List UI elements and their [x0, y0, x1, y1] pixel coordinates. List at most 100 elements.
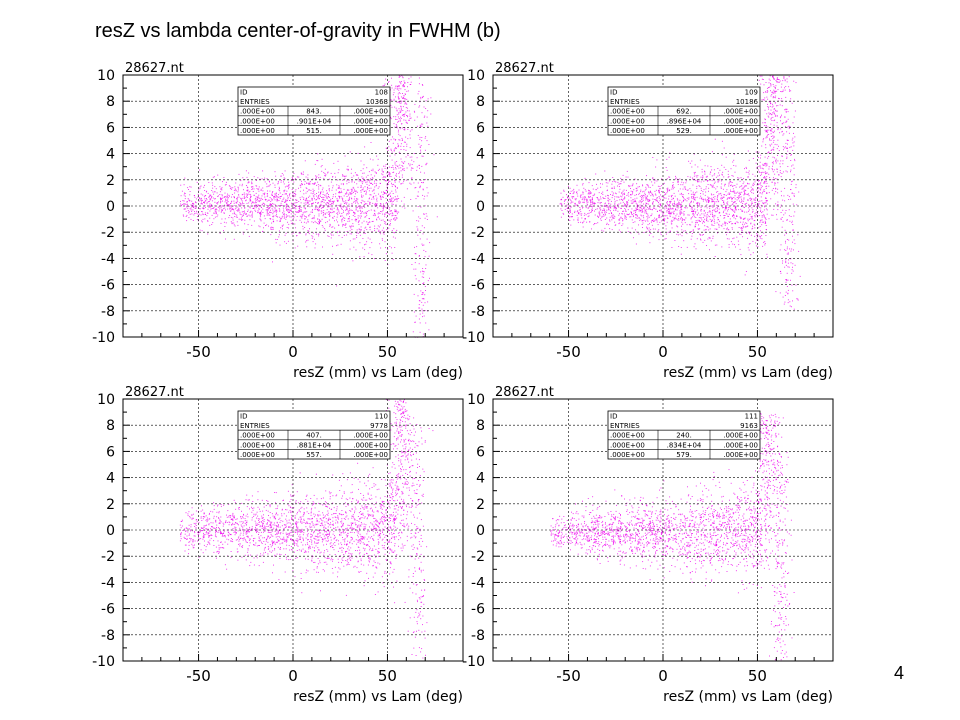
stats-cell: .000E+00 [240, 117, 275, 125]
stats-cell: 557. [306, 451, 322, 459]
y-tick-label: 10 [97, 392, 115, 408]
stats-cell: .000E+00 [723, 451, 758, 459]
stats-cell: .000E+00 [240, 432, 275, 440]
stats-cell: .000E+00 [240, 108, 275, 116]
stats-cell: .000E+00 [723, 127, 758, 135]
y-tick-label: 6 [476, 120, 485, 136]
scatter-points [559, 75, 801, 310]
stats-cell: .000E+00 [353, 117, 388, 125]
x-tick-label: 50 [378, 343, 397, 361]
x-axis-label: resZ (mm) vs Lam (deg) [293, 689, 463, 705]
tick-marks [493, 398, 815, 662]
x-tick-label: 50 [748, 667, 767, 685]
chart-title: 28627.nt [125, 386, 184, 400]
stats-cell: 843. [306, 108, 322, 116]
y-tick-label: 10 [97, 68, 115, 84]
stats-cell: ENTRIES [240, 422, 270, 430]
scatter-panel-3: 28627.nt 10 8 6 4 2 0 -2 -4 -6 -8 -10 -50 0 50 resZ (mm… [55, 386, 495, 711]
stats-cell: 9778 [370, 422, 388, 430]
y-tick-label: 0 [476, 523, 485, 539]
chart-title: 28627.nt [125, 62, 184, 76]
y-tick-label: -2 [471, 225, 485, 241]
x-axis-label: resZ (mm) vs Lam (deg) [663, 365, 833, 381]
stats-cell: .000E+00 [240, 441, 275, 449]
stats-cell: .000E+00 [723, 108, 758, 116]
y-tick-label: 2 [476, 497, 485, 513]
tick-marks [493, 74, 815, 338]
y-tick-label: 4 [106, 147, 115, 163]
y-tick-label: -2 [101, 225, 115, 241]
stats-cell: .000E+00 [353, 441, 388, 449]
stats-cell: .000E+00 [240, 127, 275, 135]
y-tick-label: -8 [471, 304, 485, 320]
stats-cell: .834E+04 [667, 441, 702, 449]
stats-cell: .000E+00 [723, 117, 758, 125]
tick-marks [123, 398, 445, 662]
chart-title: 28627.nt [495, 62, 554, 76]
stats-cell: .000E+00 [353, 432, 388, 440]
y-tick-label: 0 [106, 199, 115, 215]
y-tick-label: -8 [101, 628, 115, 644]
scatter-points [550, 413, 795, 662]
x-axis-label: resZ (mm) vs Lam (deg) [293, 365, 463, 381]
stats-cell: .000E+00 [610, 108, 645, 116]
stats-cell: 240. [676, 432, 692, 440]
x-tick-label: -50 [556, 667, 581, 685]
stats-cell: .000E+00 [610, 432, 645, 440]
x-tick-label: -50 [556, 343, 581, 361]
y-tick-label: -4 [471, 575, 485, 591]
stats-cell: 10186 [736, 98, 759, 106]
page-number: 4 [894, 663, 905, 683]
y-tick-label: 4 [476, 471, 485, 487]
y-tick-label: -10 [462, 330, 485, 346]
stats-cell: 692. [676, 108, 692, 116]
y-tick-label: 8 [106, 94, 115, 110]
stats-cell: .000E+00 [353, 127, 388, 135]
x-tick-label: 0 [288, 343, 298, 361]
stats-cell: .901E+04 [297, 117, 332, 125]
y-tick-label: -8 [471, 628, 485, 644]
y-tick-label: -6 [101, 602, 115, 618]
y-tick-label: 8 [106, 418, 115, 434]
stats-cell: .000E+00 [723, 432, 758, 440]
y-tick-label: 10 [467, 392, 485, 408]
stats-cell: .000E+00 [723, 441, 758, 449]
x-axis-label: resZ (mm) vs Lam (deg) [663, 689, 833, 705]
y-tick-label: -8 [101, 304, 115, 320]
y-tick-label: 0 [476, 199, 485, 215]
stats-cell: ENTRIES [240, 98, 270, 106]
stats-cell: ENTRIES [610, 98, 640, 106]
y-tick-label: -10 [92, 330, 115, 346]
y-tick-label: 6 [106, 120, 115, 136]
scatter-points [179, 399, 434, 662]
y-tick-label: -4 [471, 251, 485, 267]
grid-lines [493, 75, 833, 337]
stats-cell: ID [610, 413, 617, 421]
stats-cell: ID [610, 89, 617, 97]
stats-cell: .000E+00 [610, 441, 645, 449]
x-tick-label: 50 [748, 343, 767, 361]
scatter-panel-2: 28627.nt 10 8 6 4 2 0 -2 -4 -6 -8 -10 -50 0 50 resZ (mm… [425, 62, 865, 387]
tick-marks [123, 74, 445, 338]
y-tick-label: -10 [462, 654, 485, 670]
y-tick-label: 8 [476, 94, 485, 110]
stats-cell: 407. [306, 432, 322, 440]
y-tick-label: -6 [101, 278, 115, 294]
y-tick-label: 6 [106, 444, 115, 460]
x-tick-label: 50 [378, 667, 397, 685]
stats-cell: 109 [745, 89, 758, 97]
y-tick-label: 2 [106, 497, 115, 513]
y-tick-label: 0 [106, 523, 115, 539]
x-tick-label: -50 [186, 343, 211, 361]
y-tick-label: 2 [476, 173, 485, 189]
stats-cell: .000E+00 [353, 451, 388, 459]
y-tick-label: 10 [467, 68, 485, 84]
y-tick-label: 6 [476, 444, 485, 460]
stats-cell: .000E+00 [240, 451, 275, 459]
